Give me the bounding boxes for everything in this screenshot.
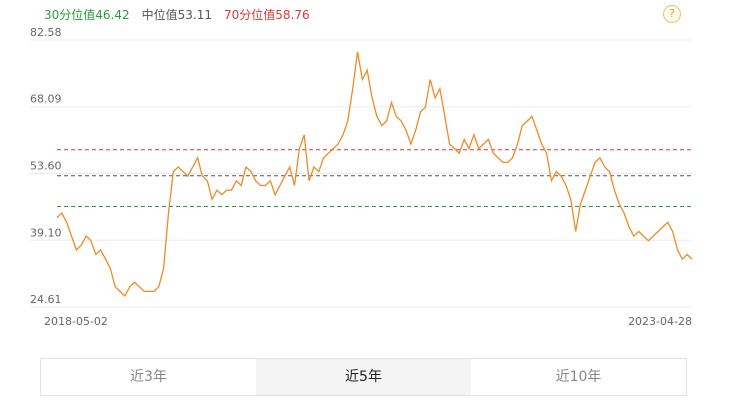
tab[interactable]: 近10年 <box>555 369 602 385</box>
x-tick-label: 2018-05-02 <box>44 315 108 328</box>
y-tick-label: 68.09 <box>30 93 62 106</box>
price-line <box>56 51 693 298</box>
tab-bar: 近3年 近5年 近10年 <box>40 358 687 396</box>
x-tick-label: 2023-04-28 <box>628 315 692 328</box>
y-tick-label: 39.10 <box>30 226 62 239</box>
y-tick-label: 82.58 <box>30 26 62 39</box>
chart: 24.61 39.10 53.60 68.09 82.58 2018-05-02 2023-… <box>30 26 693 328</box>
legend-name: 30分位值 <box>44 8 96 22</box>
legend-item: 70分位值58.76 <box>224 8 310 22</box>
legend-name: 中位值 <box>141 8 178 22</box>
legend-item: 中位值53.11 <box>142 8 212 22</box>
help-icon[interactable]: ? <box>663 5 681 23</box>
legend-value: 53.11 <box>177 8 213 22</box>
tab[interactable]: 近3年 <box>130 369 167 385</box>
tab[interactable]: 近5年 <box>256 359 471 395</box>
legend-value: 58.76 <box>275 8 310 22</box>
legend-name: 70分位值 <box>224 8 276 22</box>
legend: 30分位值46.42 中位值53.11 70分位值58.76 <box>44 6 322 23</box>
legend-value: 46.42 <box>95 8 130 22</box>
y-tick-label: 53.60 <box>30 159 62 172</box>
legend-item: 30分位值46.42 <box>44 8 130 22</box>
y-tick-label: 24.61 <box>30 293 62 306</box>
